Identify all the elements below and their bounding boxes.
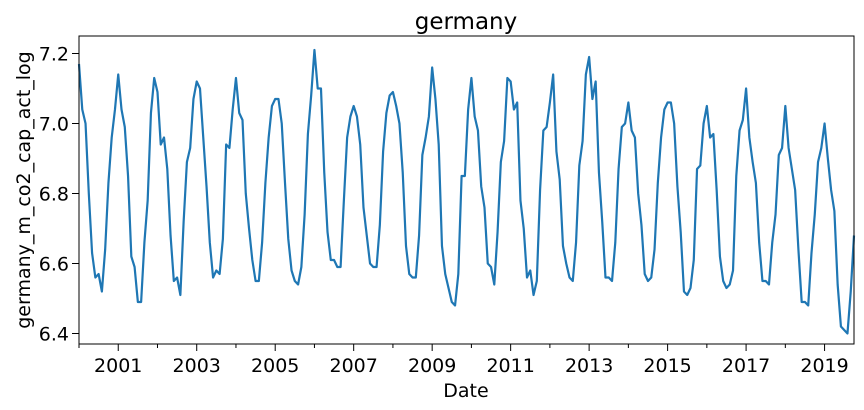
plot-area [77, 48, 856, 335]
x-axis-ticks: 2001 2003 2005 2007 2009 2011 2013 2015 2017 2019 [78, 344, 849, 377]
x-tick-label: 2019 [800, 355, 848, 377]
x-tick-label: 2007 [330, 355, 378, 377]
x-tick-label: 2005 [251, 355, 299, 377]
y-axis-label: germany_m_co2_cap_act_log [13, 51, 35, 329]
y-tick-label: 7.2 [39, 44, 69, 66]
x-tick-label: 2003 [173, 355, 221, 377]
y-tick-label: 6.6 [39, 254, 69, 276]
x-tick-label: 2015 [643, 355, 691, 377]
x-tick-label: 2017 [722, 355, 770, 377]
y-axis-ticks: 6.4 6.6 6.8 7.0 7.2 [39, 44, 79, 346]
x-axis-label: Date [443, 380, 488, 402]
x-tick-label: 2011 [486, 355, 534, 377]
y-tick-label: 6.4 [39, 324, 69, 346]
plot-frame [78, 35, 855, 345]
x-tick-label: 2013 [565, 355, 613, 377]
x-tick-label: 2009 [408, 355, 456, 377]
x-tick-label: 2001 [94, 355, 142, 377]
chart-title: germany [415, 9, 518, 35]
y-tick-label: 6.8 [39, 184, 69, 206]
series-line-0 [77, 48, 856, 335]
y-tick-label: 7.0 [39, 114, 69, 136]
